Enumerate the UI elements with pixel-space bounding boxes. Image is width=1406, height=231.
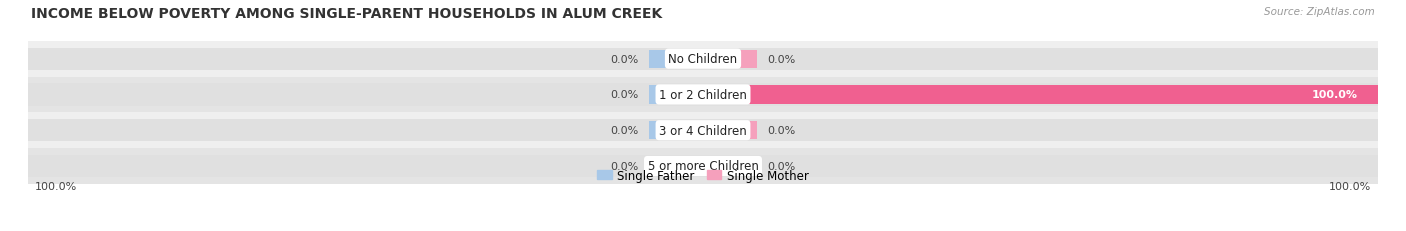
Bar xyxy=(650,86,703,104)
Text: 100.0%: 100.0% xyxy=(1312,90,1358,100)
Bar xyxy=(28,155,703,177)
Text: No Children: No Children xyxy=(668,53,738,66)
Bar xyxy=(703,155,1378,177)
Bar xyxy=(650,122,703,140)
Legend: Single Father, Single Mother: Single Father, Single Mother xyxy=(593,164,813,186)
Text: 0.0%: 0.0% xyxy=(768,55,796,64)
Bar xyxy=(703,50,756,68)
Bar xyxy=(28,48,703,70)
Bar xyxy=(703,122,756,140)
Text: 0.0%: 0.0% xyxy=(610,55,638,64)
Text: 100.0%: 100.0% xyxy=(35,182,77,191)
Bar xyxy=(28,84,703,106)
Bar xyxy=(28,77,1378,113)
Text: Source: ZipAtlas.com: Source: ZipAtlas.com xyxy=(1264,7,1375,17)
Bar xyxy=(703,48,1378,70)
Text: 1 or 2 Children: 1 or 2 Children xyxy=(659,88,747,101)
Text: 0.0%: 0.0% xyxy=(768,161,796,171)
Bar xyxy=(28,42,1378,77)
Text: 0.0%: 0.0% xyxy=(768,126,796,136)
Text: 5 or more Children: 5 or more Children xyxy=(648,160,758,173)
Bar xyxy=(703,157,756,175)
Text: 0.0%: 0.0% xyxy=(610,126,638,136)
Bar xyxy=(28,149,1378,184)
Text: 3 or 4 Children: 3 or 4 Children xyxy=(659,124,747,137)
Bar xyxy=(28,120,703,142)
Bar xyxy=(650,50,703,68)
Bar xyxy=(703,86,1378,104)
Bar xyxy=(703,84,1378,106)
Text: 0.0%: 0.0% xyxy=(610,90,638,100)
Bar xyxy=(28,113,1378,149)
Text: 0.0%: 0.0% xyxy=(610,161,638,171)
Bar xyxy=(650,157,703,175)
Text: INCOME BELOW POVERTY AMONG SINGLE-PARENT HOUSEHOLDS IN ALUM CREEK: INCOME BELOW POVERTY AMONG SINGLE-PARENT… xyxy=(31,7,662,21)
Text: 100.0%: 100.0% xyxy=(1329,182,1371,191)
Bar xyxy=(703,120,1378,142)
